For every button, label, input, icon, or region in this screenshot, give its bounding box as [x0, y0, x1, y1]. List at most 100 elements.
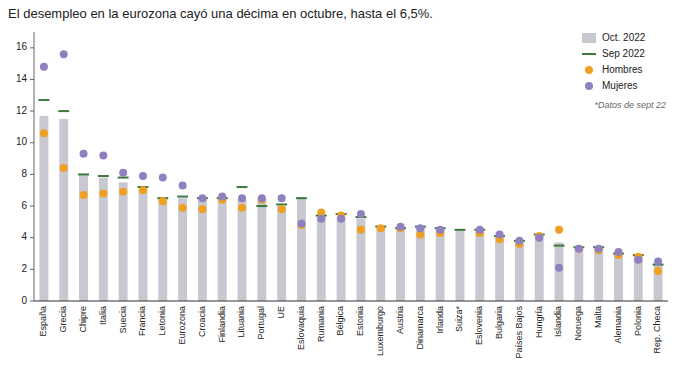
sep-mark	[256, 205, 267, 207]
x-tick-label: Bélgica	[335, 306, 345, 336]
x-tick-label: Bulgaria	[494, 306, 504, 339]
y-tick	[30, 111, 34, 112]
bar	[356, 219, 365, 301]
series-2	[40, 129, 662, 275]
bar	[178, 198, 187, 301]
bar	[158, 198, 167, 301]
series-0	[39, 116, 662, 301]
x-tick-label: Eslovaquia	[296, 306, 306, 350]
dot	[258, 194, 266, 202]
sep-mark	[296, 197, 307, 199]
x-tick-label: Luxemburgo	[375, 306, 385, 356]
bar	[257, 198, 266, 301]
dot	[278, 194, 286, 202]
series-1	[38, 100, 663, 265]
y-tick-label: 12	[16, 105, 28, 116]
dot	[297, 219, 305, 227]
dot	[238, 204, 246, 212]
bar	[515, 242, 524, 301]
x-tick-label: Islandia	[553, 306, 563, 337]
x-tick-label: Croacia	[197, 306, 207, 337]
x-tick-label: Estonia	[355, 306, 365, 336]
sep-mark	[455, 229, 466, 231]
annotation: *Datos de sept 22	[594, 100, 666, 110]
dot	[535, 234, 543, 242]
dot	[198, 205, 206, 213]
dot	[40, 63, 48, 71]
bar	[436, 230, 445, 301]
y-axis-line	[34, 32, 35, 301]
dot	[416, 224, 424, 232]
dot	[119, 169, 127, 177]
legend-label: Oct. 2022	[602, 32, 646, 43]
legend: Oct. 2022 Sep 2022 Hombres Mujeres	[582, 32, 646, 91]
bar	[614, 254, 623, 301]
dot	[80, 191, 88, 199]
legend-swatch	[585, 82, 593, 90]
y-tick	[30, 206, 34, 207]
dot	[60, 164, 68, 172]
dot	[397, 223, 405, 231]
dot	[595, 245, 603, 253]
sep-mark	[276, 203, 287, 205]
y-tick-label: 2	[21, 263, 27, 274]
title: El desempleo en la eurozona cayó una déc…	[8, 6, 433, 21]
x-tick-label: Lituania	[236, 306, 246, 338]
y-tick-label: 16	[16, 41, 28, 52]
dot	[337, 215, 345, 223]
dot	[139, 186, 147, 194]
dot	[515, 237, 523, 245]
y-tick-label: 10	[16, 136, 28, 147]
bar	[337, 217, 346, 301]
y-tick	[30, 301, 34, 302]
legend-label: Hombres	[602, 64, 643, 75]
bar	[297, 198, 306, 301]
dot	[80, 150, 88, 158]
sep-mark	[98, 175, 109, 177]
y-tick	[30, 269, 34, 270]
y-tick-label: 14	[16, 73, 28, 84]
x-tick-label: Eurozona	[177, 306, 187, 345]
bar	[198, 198, 207, 301]
y-tick-label: 4	[21, 231, 27, 242]
dot	[634, 256, 642, 264]
dot	[654, 257, 662, 265]
dot	[436, 226, 444, 234]
legend-swatch	[582, 53, 596, 55]
bar	[495, 238, 504, 301]
sep-mark	[554, 245, 565, 247]
plot-marks	[38, 50, 663, 301]
dot	[654, 267, 662, 275]
dot	[238, 194, 246, 202]
x-tick-label: Finlandia	[217, 306, 227, 343]
dot	[159, 197, 167, 205]
y-tick	[30, 237, 34, 238]
legend-label: Sep 2022	[602, 48, 645, 59]
x-tick-label: Dinamarca	[415, 306, 425, 350]
y-tick-label: 0	[21, 295, 27, 306]
dot	[60, 50, 68, 58]
x-tick-label: Rep. Checa	[652, 306, 662, 354]
x-tick-label: UE	[276, 306, 286, 319]
dot	[575, 245, 583, 253]
chart-svg: El desempleo en la eurozona cayó una déc…	[0, 0, 678, 381]
bar	[396, 228, 405, 301]
dot	[377, 224, 385, 232]
dot	[496, 231, 504, 239]
bar	[277, 206, 286, 301]
dot	[278, 205, 286, 213]
y-tick	[30, 79, 34, 80]
series-3	[40, 50, 662, 272]
legend-swatch	[582, 33, 596, 43]
legend-label: Mujeres	[602, 80, 638, 91]
y-tick-label: 8	[21, 168, 27, 179]
dot	[159, 174, 167, 182]
dot	[139, 172, 147, 180]
bar	[317, 217, 326, 301]
chart-container: El desempleo en la eurozona cayó una déc…	[0, 0, 678, 381]
bar	[574, 249, 583, 301]
dot	[317, 215, 325, 223]
dot	[179, 204, 187, 212]
dot	[99, 151, 107, 159]
y-tick	[30, 142, 34, 143]
